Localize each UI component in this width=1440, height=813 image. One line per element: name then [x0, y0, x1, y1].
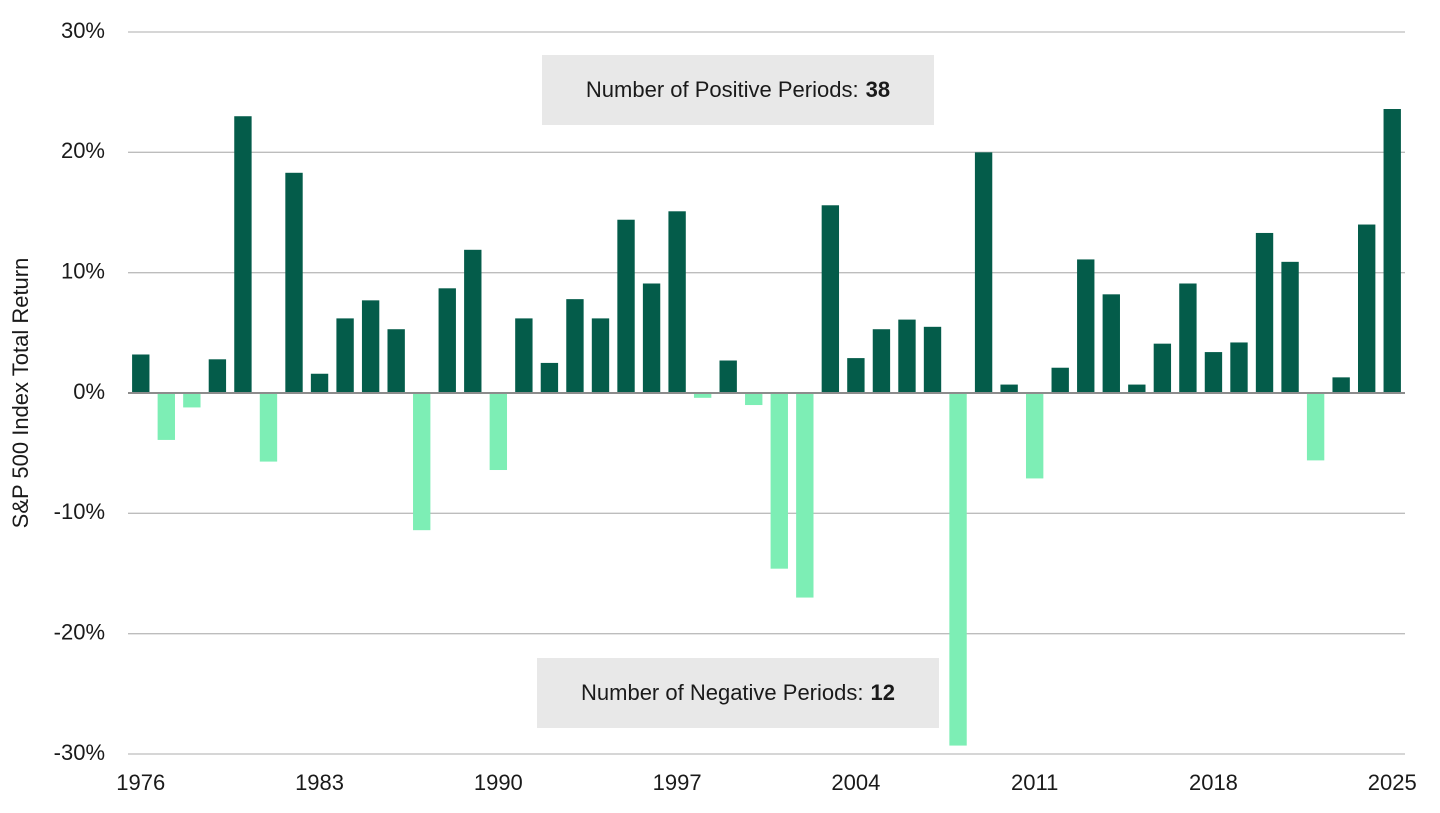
bar — [310, 373, 329, 393]
bar — [183, 393, 201, 408]
bar — [1025, 393, 1044, 479]
bar — [872, 329, 891, 393]
bar — [1383, 109, 1401, 393]
bar — [208, 359, 227, 393]
bars — [132, 109, 1401, 746]
bar — [745, 393, 763, 406]
bar — [770, 393, 788, 569]
x-tick-label: 1976 — [116, 770, 165, 795]
annotation-text: Number of Negative Periods: — [581, 680, 863, 705]
bar — [1000, 384, 1018, 393]
bar — [796, 393, 814, 598]
bar — [1332, 377, 1350, 393]
annotation-value: 38 — [866, 77, 890, 102]
bar — [464, 249, 482, 393]
bar — [719, 360, 737, 393]
bar — [1179, 283, 1197, 393]
bar — [157, 393, 175, 440]
y-axis-label: S&P 500 Index Total Return — [8, 258, 33, 529]
y-tick-label: 10% — [61, 258, 105, 283]
y-tick-label: 30% — [61, 18, 105, 43]
bar — [642, 283, 661, 393]
x-tick-label: 2025 — [1368, 770, 1417, 795]
bar — [1306, 393, 1325, 461]
bar — [361, 300, 380, 393]
annotation-box — [537, 658, 939, 728]
bar — [1230, 342, 1248, 393]
bar — [847, 358, 865, 393]
annotation-box — [542, 55, 934, 125]
annotation: Number of Negative Periods: 12 — [581, 680, 895, 705]
y-tick-label: -20% — [54, 619, 105, 644]
annotation: Number of Positive Periods: 38 — [586, 77, 890, 102]
bar — [1255, 232, 1274, 393]
y-tick-label: 20% — [61, 138, 105, 163]
bar — [1102, 294, 1120, 393]
bar — [438, 288, 456, 393]
bar — [898, 319, 916, 393]
bar — [821, 205, 840, 393]
bar — [1281, 261, 1299, 393]
bar — [923, 326, 942, 393]
bar — [132, 354, 150, 393]
x-tick-label: 2004 — [831, 770, 880, 795]
bar — [387, 329, 405, 393]
bar — [1051, 367, 1069, 393]
bar — [413, 393, 431, 531]
bar — [591, 318, 610, 393]
x-tick-label: 2018 — [1189, 770, 1238, 795]
bar — [489, 393, 508, 471]
y-tick-label: -10% — [54, 499, 105, 524]
bar — [234, 116, 252, 393]
bar — [1358, 224, 1376, 393]
bar — [949, 393, 967, 746]
bar — [693, 393, 712, 398]
annotation-text: Number of Positive Periods: — [586, 77, 859, 102]
bar — [259, 393, 278, 462]
bar — [540, 362, 559, 393]
bar — [1204, 352, 1223, 393]
grid — [128, 31, 1405, 755]
y-tick-label: -30% — [54, 740, 105, 765]
bar — [336, 318, 354, 393]
y-tick-label: 0% — [73, 379, 105, 404]
x-tick-label: 2011 — [1011, 770, 1058, 795]
bar — [285, 172, 303, 393]
x-tick-label: 1997 — [653, 770, 702, 795]
bar — [617, 219, 635, 393]
bar — [668, 211, 686, 393]
x-tick-label: 1983 — [295, 770, 344, 795]
x-tick-label: 1990 — [474, 770, 523, 795]
bar — [515, 318, 533, 393]
bar — [1077, 259, 1095, 393]
bar — [1128, 384, 1146, 393]
bar — [566, 299, 584, 393]
bar — [974, 152, 993, 393]
annotation-value: 12 — [870, 680, 894, 705]
bar — [1153, 343, 1172, 393]
